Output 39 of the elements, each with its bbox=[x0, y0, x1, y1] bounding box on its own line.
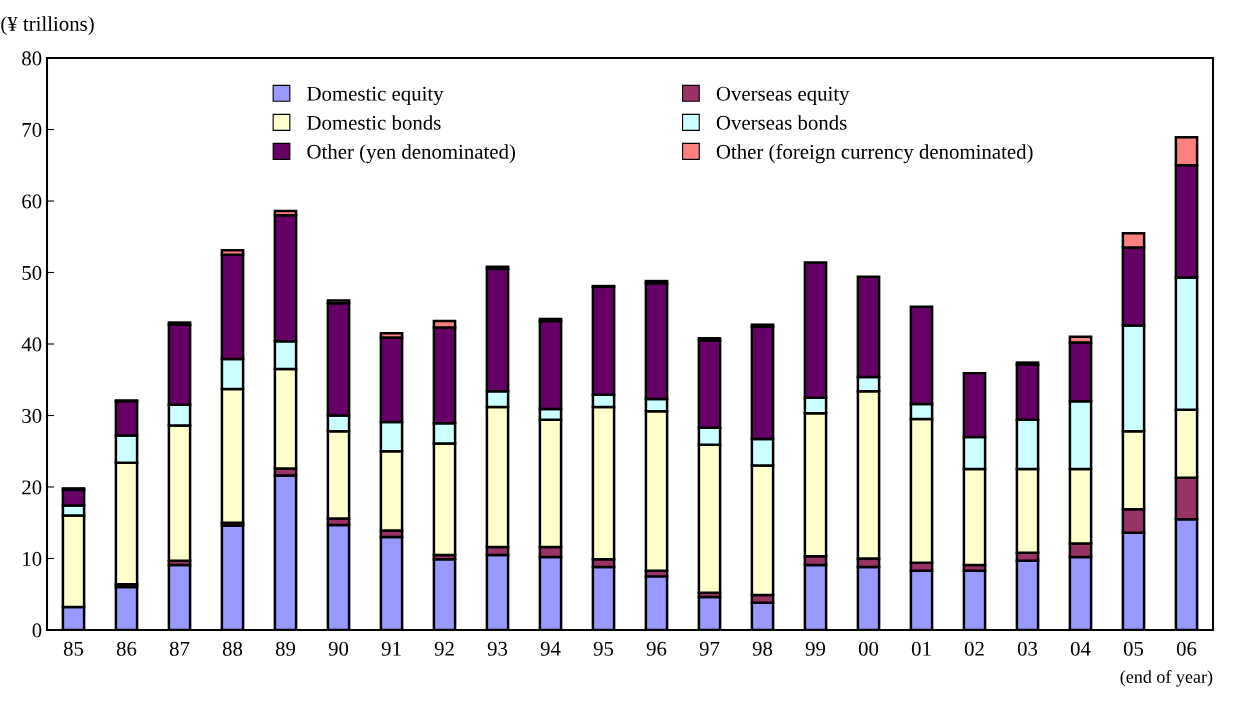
legend-label: Overseas equity bbox=[716, 86, 850, 106]
x-tick-label: 86 bbox=[116, 641, 137, 656]
x-tick-label: 00 bbox=[858, 641, 879, 656]
legend-label: Other (foreign currency denominated) bbox=[716, 143, 1033, 164]
y-tick-label: 50 bbox=[22, 265, 42, 280]
legend-label: Domestic bonds bbox=[307, 115, 441, 130]
x-tick-label: 91 bbox=[381, 641, 401, 656]
text: (end of year) bbox=[1120, 670, 1213, 687]
legend-label: Other (yen denominated) bbox=[307, 144, 515, 164]
x-tick-label: 96 bbox=[646, 641, 667, 656]
x-tick-label: 85 bbox=[63, 641, 84, 656]
x-tick-label: 93 bbox=[487, 641, 508, 656]
x-tick-label: 02 bbox=[964, 641, 984, 656]
x-tick-label: 94 bbox=[540, 641, 561, 656]
y-axis-title: (¥ trillions) bbox=[1, 16, 94, 36]
x-tick-label: 99 bbox=[805, 641, 826, 656]
y-tick-label: 40 bbox=[21, 337, 42, 352]
x-tick-label: 88 bbox=[222, 641, 243, 656]
x-tick-label: 01 bbox=[911, 641, 931, 656]
x-tick-label: 97 bbox=[699, 641, 720, 656]
x-tick-label: 95 bbox=[593, 641, 614, 656]
y-tick-label: 0 bbox=[32, 623, 42, 638]
y-tick-label: 80 bbox=[22, 51, 42, 66]
x-tick-label: 87 bbox=[169, 641, 190, 656]
legend-label: Overseas bonds bbox=[716, 115, 847, 130]
x-tick-label: 05 bbox=[1123, 641, 1144, 656]
x-tick-label: 04 bbox=[1070, 641, 1091, 656]
x-tick-label: 90 bbox=[328, 641, 349, 656]
y-tick-label: 30 bbox=[22, 408, 42, 423]
x-tick-label: 98 bbox=[752, 641, 773, 656]
x-tick-label: 06 bbox=[1176, 641, 1197, 656]
x-tick-label: 89 bbox=[275, 641, 296, 656]
x-tick-label: 03 bbox=[1017, 641, 1038, 656]
y-tick-label: 70 bbox=[22, 122, 42, 137]
legend-label: Domestic equity bbox=[307, 86, 444, 106]
y-tick-label: 60 bbox=[22, 194, 42, 209]
y-tick-label: 20 bbox=[22, 480, 42, 495]
y-tick-label: 10 bbox=[23, 551, 42, 566]
x-tick-label: 92 bbox=[434, 641, 454, 656]
